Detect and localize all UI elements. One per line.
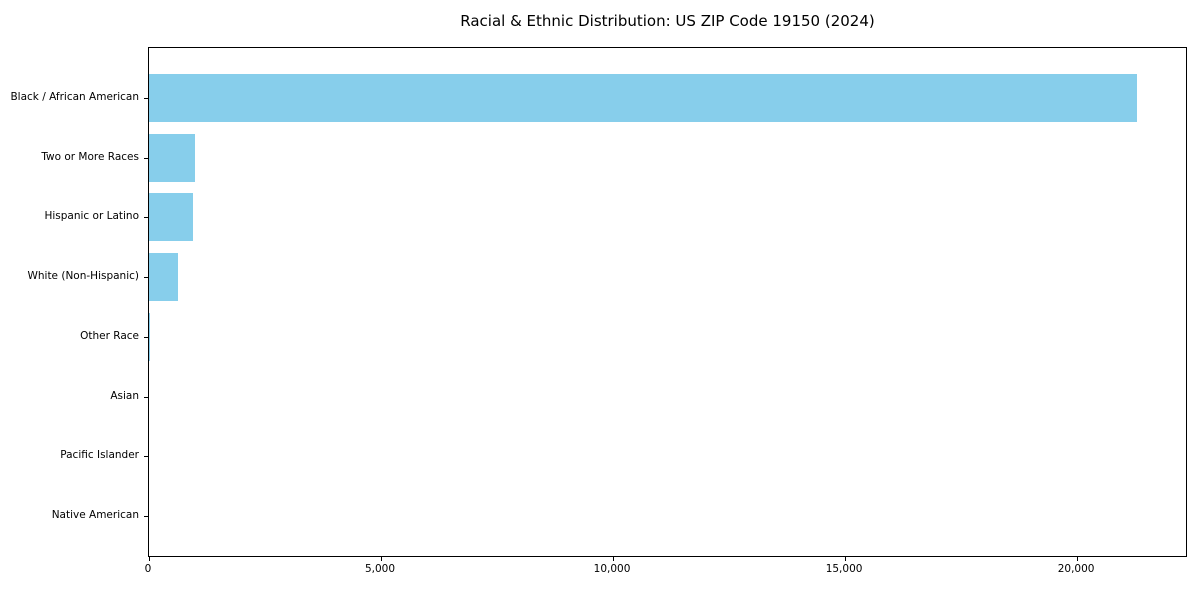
- y-axis-label-black-african-american: Black / African American: [10, 91, 139, 103]
- y-tick-native-american: [144, 516, 149, 518]
- y-axis-label-two-or-more-races: Two or More Races: [41, 150, 139, 163]
- y-tick-black-african-american: [144, 98, 149, 99]
- x-axis-label-20000: 20,000: [1057, 563, 1095, 575]
- y-axis-label-hispanic-or-latino: Hispanic or Latino: [44, 210, 139, 223]
- bar-black-african-american: [149, 74, 1138, 122]
- x-tick-10000: [613, 556, 615, 561]
- x-tick-0: [149, 556, 150, 561]
- x-axis-label-15000: 15,000: [825, 563, 863, 575]
- y-tick-white-non-hispanic: [144, 277, 149, 279]
- y-axis-label-white-non-hispanic: White (Non-Hispanic): [27, 270, 139, 283]
- x-axis-label-10000: 10,000: [593, 563, 631, 575]
- plot-area: [144, 47, 1187, 561]
- x-tick-20000: [1077, 556, 1079, 561]
- bar-two-or-more-races: [149, 133, 196, 182]
- y-axis-label-pacific-islander: Pacific Islander: [60, 449, 139, 462]
- bar-hispanic-or-latino: [149, 193, 193, 242]
- y-axis-label-asian: Asian: [110, 389, 139, 402]
- bar-other-race: [149, 312, 151, 361]
- x-tick-5000: [381, 556, 383, 561]
- y-tick-other-race: [144, 336, 149, 338]
- bar-white-non-hispanic: [149, 253, 179, 302]
- y-tick-pacific-islander: [144, 456, 149, 458]
- y-tick-hispanic-or-latino: [144, 217, 149, 219]
- x-axis-label-5000: 5,000: [364, 563, 396, 575]
- y-axis-label-native-american: Native American: [51, 509, 139, 522]
- chart-title: Racial & Ethnic Distribution: US ZIP Cod…: [460, 12, 875, 30]
- x-axis-label-0: 0: [144, 563, 152, 575]
- y-axis-label-other-race: Other Race: [80, 329, 139, 342]
- y-tick-asian: [144, 396, 149, 398]
- x-tick-15000: [845, 556, 847, 561]
- y-tick-two-or-more-races: [144, 157, 149, 159]
